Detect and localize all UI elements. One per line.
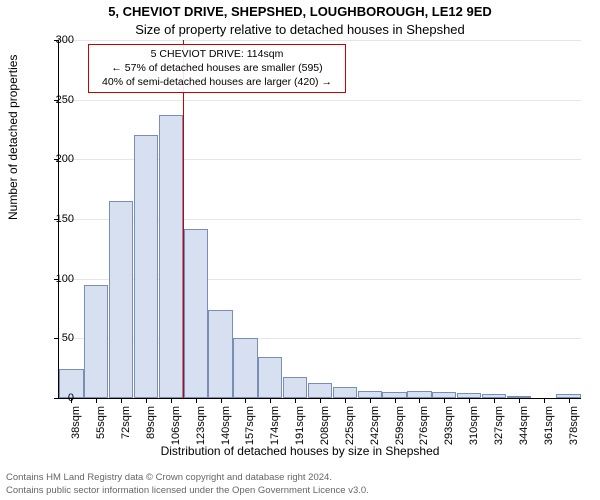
y-tick-label: 250 — [56, 94, 74, 106]
y-tick-label: 0 — [68, 392, 74, 404]
histogram-bar — [184, 229, 208, 398]
histogram-bar — [233, 338, 257, 398]
x-tick-mark — [519, 398, 520, 403]
x-tick-mark — [469, 398, 470, 403]
x-tick-mark — [419, 398, 420, 403]
copyright-text: Contains HM Land Registry data © Crown c… — [6, 472, 369, 497]
x-tick-mark — [196, 398, 197, 403]
histogram-bar — [84, 285, 108, 398]
y-tick-mark — [54, 398, 59, 399]
x-tick-label: 140sqm — [220, 406, 232, 450]
chart-title-main: 5, CHEVIOT DRIVE, SHEPSHED, LOUGHBOROUGH… — [0, 4, 600, 19]
x-tick-mark — [245, 398, 246, 403]
x-tick-label: 55sqm — [95, 406, 107, 450]
x-tick-label: 293sqm — [443, 406, 455, 450]
gridline — [59, 100, 581, 101]
x-tick-mark — [221, 398, 222, 403]
x-tick-mark — [121, 398, 122, 403]
x-tick-label: 327sqm — [493, 406, 505, 450]
y-tick-label: 200 — [56, 153, 74, 165]
x-tick-label: 157sqm — [244, 406, 256, 450]
x-tick-label: 208sqm — [319, 406, 331, 450]
x-tick-label: 259sqm — [394, 406, 406, 450]
x-tick-mark — [494, 398, 495, 403]
x-tick-label: 225sqm — [344, 406, 356, 450]
annotation-line3: 40% of semi-detached houses are larger (… — [95, 75, 339, 89]
plot-area — [58, 40, 581, 399]
histogram-bar — [208, 310, 232, 398]
histogram-bar — [308, 383, 332, 399]
histogram-bar — [333, 387, 357, 398]
x-tick-mark — [171, 398, 172, 403]
x-tick-mark — [544, 398, 545, 403]
histogram-bar — [109, 201, 133, 398]
histogram-bar — [258, 357, 282, 398]
y-tick-label: 50 — [62, 332, 74, 344]
histogram-bar — [407, 391, 431, 398]
annotation-line1: 5 CHEVIOT DRIVE: 114sqm — [95, 47, 339, 61]
x-tick-label: 174sqm — [269, 406, 281, 450]
x-tick-label: 276sqm — [418, 406, 430, 450]
histogram-bar — [134, 135, 158, 398]
x-tick-label: 344sqm — [518, 406, 530, 450]
histogram-bar — [358, 391, 382, 398]
chart-container: 5, CHEVIOT DRIVE, SHEPSHED, LOUGHBOROUGH… — [0, 0, 600, 500]
chart-title-sub: Size of property relative to detached ho… — [0, 22, 600, 37]
histogram-bar — [283, 377, 307, 398]
x-tick-mark — [96, 398, 97, 403]
x-tick-mark — [295, 398, 296, 403]
copyright-line1: Contains HM Land Registry data © Crown c… — [6, 472, 332, 483]
x-tick-label: 38sqm — [70, 406, 82, 450]
x-tick-label: 72sqm — [120, 406, 132, 450]
copyright-line2: Contains public sector information licen… — [6, 485, 369, 496]
x-tick-label: 361sqm — [543, 406, 555, 450]
x-tick-mark — [270, 398, 271, 403]
x-tick-label: 123sqm — [195, 406, 207, 450]
annotation-line2: ← 57% of detached houses are smaller (59… — [95, 61, 339, 75]
x-tick-label: 89sqm — [145, 406, 157, 450]
x-tick-label: 378sqm — [568, 406, 580, 450]
y-tick-label: 100 — [56, 273, 74, 285]
x-tick-mark — [569, 398, 570, 403]
x-tick-mark — [146, 398, 147, 403]
reference-line — [183, 40, 184, 398]
x-tick-mark — [444, 398, 445, 403]
x-tick-mark — [345, 398, 346, 403]
histogram-bar — [159, 115, 183, 398]
x-tick-label: 242sqm — [369, 406, 381, 450]
y-tick-label: 300 — [56, 34, 74, 46]
x-tick-label: 191sqm — [294, 406, 306, 450]
x-tick-label: 310sqm — [468, 406, 480, 450]
annotation-box: 5 CHEVIOT DRIVE: 114sqm← 57% of detached… — [88, 44, 346, 93]
x-tick-mark — [370, 398, 371, 403]
y-tick-mark — [54, 338, 59, 339]
y-tick-label: 150 — [56, 213, 74, 225]
x-tick-mark — [395, 398, 396, 403]
gridline — [59, 40, 581, 41]
x-tick-label: 106sqm — [170, 406, 182, 450]
y-axis-label: Number of detached properties — [6, 55, 20, 220]
x-tick-mark — [320, 398, 321, 403]
